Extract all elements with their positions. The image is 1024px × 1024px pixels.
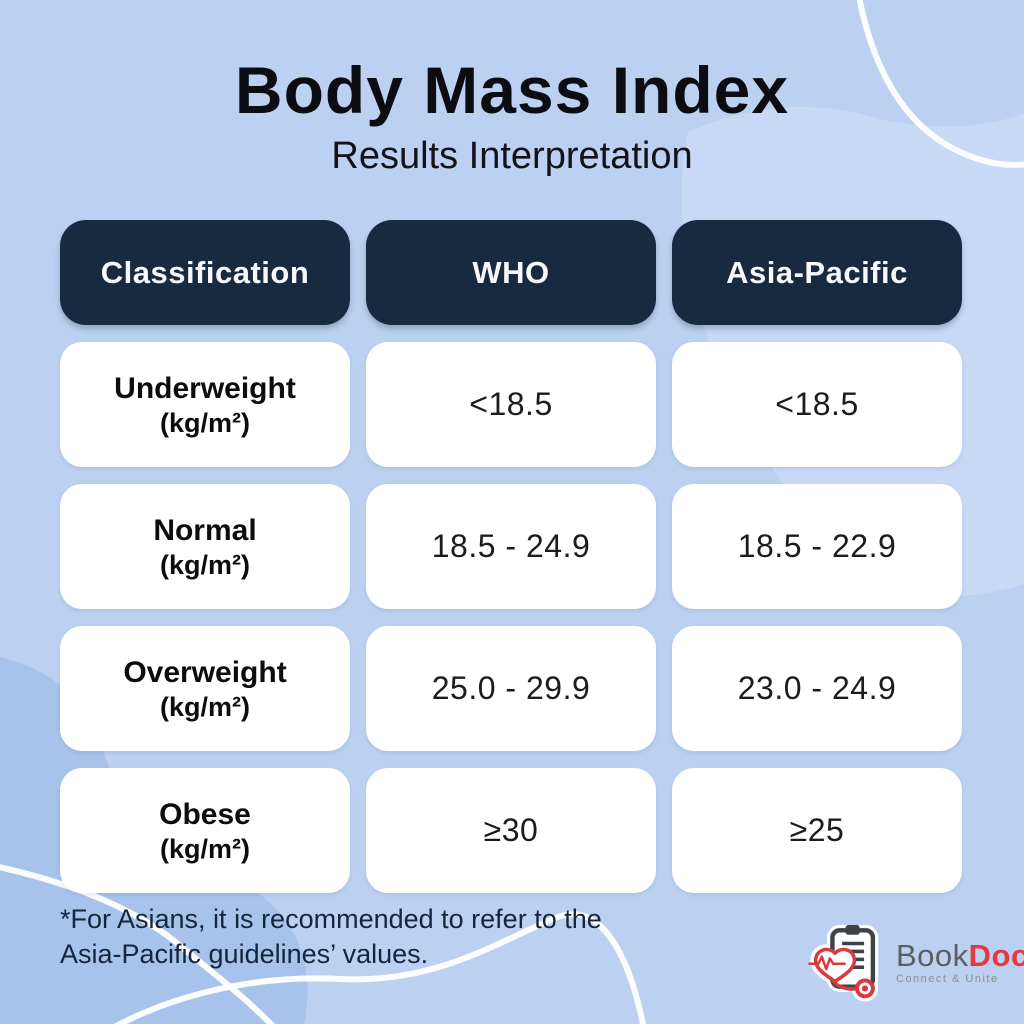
brand-name-accent: Doc: [968, 937, 1024, 973]
table-cell-asia-pacific: 23.0 - 24.9: [672, 626, 962, 751]
bookdoc-logo: BookDoc Connect & Unite: [806, 914, 1024, 1010]
classification-unit: (kg/m²): [160, 408, 250, 439]
table-cell-asia-pacific: <18.5: [672, 342, 962, 467]
table-row-label: Overweight (kg/m²): [60, 626, 350, 751]
page-title: Body Mass Index: [234, 53, 790, 127]
footnote-line-1: *For Asians, it is recommended to refer …: [60, 904, 602, 934]
classification-unit: (kg/m²): [160, 550, 250, 581]
who-value: <18.5: [469, 386, 553, 422]
brand-tagline: Connect & Unite: [896, 972, 999, 985]
table-cell-who: ≥30: [366, 768, 656, 893]
asia-pacific-value: 23.0 - 24.9: [737, 670, 897, 706]
bookdoc-wordmark: BookDoc Connect & Unite: [896, 940, 1024, 985]
footnote: *For Asians, it is recommended to refer …: [60, 902, 602, 972]
classification-label: Underweight: [114, 371, 296, 405]
table-cell-who: 25.0 - 29.9: [366, 626, 656, 751]
table-cell-who: <18.5: [366, 342, 656, 467]
white-curve-bottom-a: [0, 864, 276, 1024]
brand-name-primary: Book: [896, 937, 969, 973]
table-cell-asia-pacific: 18.5 - 22.9: [672, 484, 962, 609]
classification-label: Normal: [153, 513, 257, 547]
asia-pacific-value: 18.5 - 22.9: [737, 528, 897, 564]
white-curve-bottom-b: [113, 911, 646, 1024]
bmi-table: Classification WHO Asia-Pacific Underwei…: [60, 220, 962, 893]
column-header-asia-pacific: Asia-Pacific: [672, 220, 962, 325]
who-value: ≥30: [483, 812, 539, 848]
white-arc-top-right: [856, 0, 1024, 168]
who-value: 18.5 - 24.9: [431, 528, 591, 564]
column-header-who: WHO: [366, 220, 656, 325]
asia-pacific-value: <18.5: [775, 386, 859, 422]
page-subtitle: Results Interpretation: [331, 135, 693, 177]
who-value: 25.0 - 29.9: [431, 670, 591, 706]
column-header-classification: Classification: [60, 220, 350, 325]
table-cell-asia-pacific: ≥25: [672, 768, 962, 893]
table-row-label: Underweight (kg/m²): [60, 342, 350, 467]
classification-label: Obese: [159, 797, 251, 831]
heart-ekg-icon: [808, 947, 857, 984]
asia-pacific-value: ≥25: [789, 812, 845, 848]
classification-label: Overweight: [123, 655, 287, 689]
table-row-label: Obese (kg/m²): [60, 768, 350, 893]
footnote-line-2: Asia-Pacific guidelines’ values.: [60, 939, 429, 970]
table-cell-who: 18.5 - 24.9: [366, 484, 656, 609]
classification-unit: (kg/m²): [160, 834, 250, 865]
bookdoc-logo-icon: [808, 925, 879, 1002]
classification-unit: (kg/m²): [160, 692, 250, 723]
table-row-label: Normal (kg/m²): [60, 484, 350, 609]
